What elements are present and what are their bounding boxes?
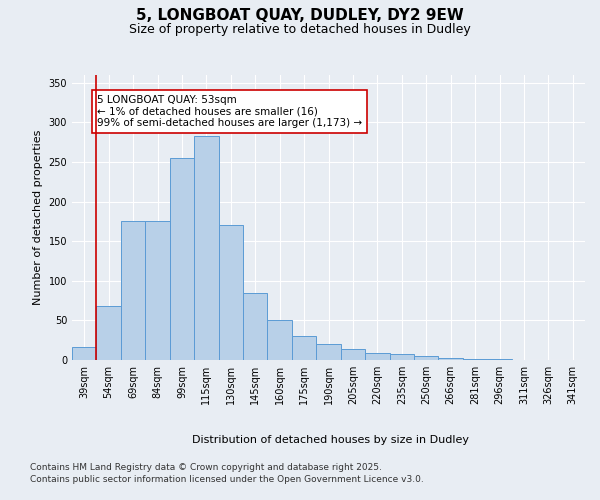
Bar: [365, 353, 389, 360]
Bar: [414, 356, 439, 360]
Bar: [439, 358, 463, 360]
Text: 5 LONGBOAT QUAY: 53sqm
← 1% of detached houses are smaller (16)
99% of semi-deta: 5 LONGBOAT QUAY: 53sqm ← 1% of detached …: [97, 95, 362, 128]
Bar: [389, 354, 414, 360]
Bar: [316, 344, 341, 360]
Bar: [243, 292, 268, 360]
Bar: [97, 306, 121, 360]
Bar: [72, 346, 97, 360]
Bar: [218, 226, 243, 360]
Text: Contains HM Land Registry data © Crown copyright and database right 2025.: Contains HM Land Registry data © Crown c…: [30, 462, 382, 471]
Bar: [463, 359, 487, 360]
Bar: [268, 320, 292, 360]
Bar: [341, 349, 365, 360]
Bar: [194, 136, 218, 360]
Bar: [170, 158, 194, 360]
Bar: [487, 359, 512, 360]
Text: Contains public sector information licensed under the Open Government Licence v3: Contains public sector information licen…: [30, 475, 424, 484]
Y-axis label: Number of detached properties: Number of detached properties: [33, 130, 43, 305]
Bar: [292, 336, 316, 360]
Bar: [121, 222, 145, 360]
Text: Size of property relative to detached houses in Dudley: Size of property relative to detached ho…: [129, 22, 471, 36]
Text: 5, LONGBOAT QUAY, DUDLEY, DY2 9EW: 5, LONGBOAT QUAY, DUDLEY, DY2 9EW: [136, 8, 464, 22]
Text: Distribution of detached houses by size in Dudley: Distribution of detached houses by size …: [191, 435, 469, 445]
Bar: [145, 220, 170, 360]
